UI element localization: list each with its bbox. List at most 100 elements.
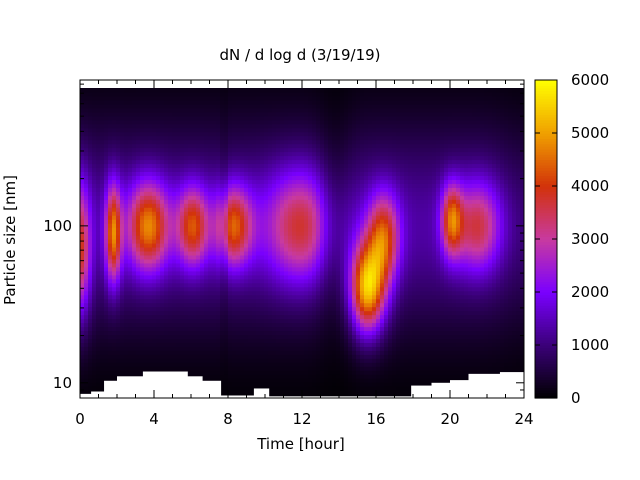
heatmap-cell — [192, 203, 197, 208]
heatmap-cell — [288, 235, 293, 240]
heatmap-cell — [312, 326, 317, 332]
heatmap-cell — [252, 199, 257, 204]
heatmap-cell — [156, 270, 161, 276]
heatmap-cell — [264, 91, 269, 97]
heatmap-cell — [188, 342, 193, 347]
heatmap-cell — [232, 223, 237, 228]
heatmap-cell — [180, 175, 185, 180]
heatmap-cell — [136, 274, 141, 280]
heatmap-cell — [124, 342, 129, 347]
heatmap-cell — [152, 223, 157, 228]
heatmap-cell — [324, 326, 329, 332]
heatmap-cell — [144, 258, 149, 264]
heatmap-cell — [120, 99, 125, 105]
heatmap-cell — [108, 111, 113, 117]
heatmap-cell — [200, 163, 205, 169]
heatmap-cell — [216, 95, 221, 101]
heatmap-cell — [132, 119, 137, 125]
heatmap-cell — [164, 246, 169, 252]
heatmap-cell — [172, 262, 177, 268]
heatmap-cell — [240, 334, 245, 339]
heatmap-cell — [220, 342, 225, 347]
heatmap-cell — [144, 199, 149, 204]
heatmap-cell — [220, 282, 225, 288]
heatmap-cell — [164, 258, 169, 264]
heatmap-cell — [180, 270, 185, 276]
heatmap-cell — [212, 179, 217, 184]
heatmap-cell — [100, 187, 105, 192]
heatmap-cell — [232, 306, 237, 312]
heatmap-cell — [116, 231, 121, 236]
heatmap-cell — [188, 175, 193, 180]
heatmap-cell — [160, 250, 165, 256]
heatmap-cell — [124, 266, 129, 272]
heatmap-cell — [244, 334, 249, 339]
heatmap-cell — [296, 382, 301, 387]
heatmap-cell — [292, 286, 297, 292]
heatmap-cell — [264, 342, 269, 347]
heatmap-cell — [312, 342, 317, 347]
heatmap-cell — [188, 314, 193, 320]
heatmap-cell — [124, 366, 129, 371]
heatmap-cell — [120, 362, 125, 367]
heatmap-cell — [160, 346, 165, 351]
heatmap-cell — [180, 306, 185, 312]
heatmap-cell — [112, 87, 117, 93]
heatmap-cell — [268, 191, 273, 196]
heatmap-cell — [140, 207, 145, 212]
heatmap-cell — [212, 123, 217, 129]
heatmap-cell — [120, 171, 125, 176]
heatmap-cell — [184, 274, 189, 280]
heatmap-cell — [284, 115, 289, 121]
heatmap-cell — [240, 342, 245, 347]
heatmap-cell — [96, 235, 101, 240]
heatmap-cell — [176, 282, 181, 288]
heatmap-cell — [188, 99, 193, 105]
heatmap-cell — [92, 155, 97, 161]
heatmap-cell — [272, 362, 277, 367]
heatmap-cell — [84, 111, 89, 117]
heatmap-cell — [172, 99, 177, 105]
heatmap-cell — [320, 270, 325, 276]
heatmap-cell — [296, 115, 301, 121]
heatmap-cell — [116, 282, 121, 288]
heatmap-cell — [196, 127, 201, 133]
heatmap-cell — [136, 362, 141, 367]
heatmap-cell — [104, 127, 109, 133]
heatmap-cell — [208, 219, 213, 224]
heatmap-cell — [308, 394, 313, 398]
heatmap-cell — [248, 282, 253, 288]
heatmap-cell — [244, 191, 249, 196]
heatmap-cell — [276, 322, 281, 328]
heatmap-cell — [80, 322, 85, 328]
heatmap-cell — [116, 103, 121, 109]
heatmap-cell — [268, 119, 273, 125]
heatmap-cell — [96, 95, 101, 101]
heatmap-cell — [212, 91, 217, 97]
heatmap-cell — [304, 203, 309, 208]
heatmap-cell — [320, 239, 325, 244]
heatmap-cell — [252, 318, 257, 324]
heatmap-cell — [280, 262, 285, 268]
heatmap-cell — [92, 107, 97, 113]
heatmap-cell — [188, 318, 193, 324]
heatmap-cell — [188, 278, 193, 284]
heatmap-cell — [96, 298, 101, 304]
heatmap-cell — [184, 346, 189, 351]
heatmap-cell — [144, 203, 149, 208]
heatmap-cell — [272, 107, 277, 113]
heatmap-cell — [200, 338, 205, 343]
heatmap-cell — [192, 322, 197, 328]
heatmap-cell — [304, 131, 309, 137]
heatmap-cell — [288, 306, 293, 312]
heatmap-cell — [216, 262, 221, 268]
heatmap-cell — [92, 362, 97, 367]
heatmap-cell — [188, 231, 193, 236]
heatmap-cell — [140, 342, 145, 347]
heatmap-cell — [92, 219, 97, 224]
heatmap-cell — [232, 135, 237, 141]
heatmap-cell — [244, 235, 249, 240]
heatmap-cell — [180, 139, 185, 145]
heatmap-cell — [104, 362, 109, 367]
heatmap-cell — [148, 286, 153, 292]
